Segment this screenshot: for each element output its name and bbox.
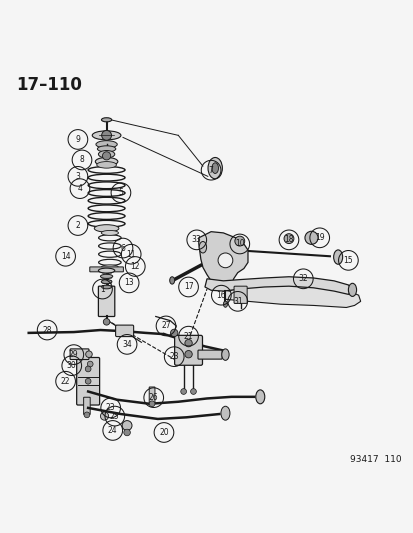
FancyBboxPatch shape bbox=[90, 267, 123, 272]
Text: 2: 2 bbox=[75, 221, 80, 230]
Circle shape bbox=[304, 231, 317, 244]
Ellipse shape bbox=[92, 131, 121, 140]
Circle shape bbox=[149, 401, 154, 407]
Text: 17–110: 17–110 bbox=[17, 76, 82, 94]
Circle shape bbox=[102, 152, 110, 160]
Ellipse shape bbox=[199, 241, 206, 253]
Ellipse shape bbox=[95, 157, 118, 166]
Polygon shape bbox=[204, 277, 351, 294]
Circle shape bbox=[190, 389, 196, 394]
Polygon shape bbox=[198, 232, 247, 291]
Ellipse shape bbox=[169, 277, 174, 284]
Circle shape bbox=[180, 389, 186, 394]
Ellipse shape bbox=[255, 390, 264, 404]
Text: 27: 27 bbox=[161, 321, 171, 330]
Circle shape bbox=[123, 429, 130, 436]
Text: 18: 18 bbox=[284, 236, 293, 244]
Text: 8: 8 bbox=[79, 156, 84, 165]
Ellipse shape bbox=[101, 280, 112, 284]
Circle shape bbox=[102, 131, 111, 140]
FancyBboxPatch shape bbox=[197, 350, 222, 359]
Text: 33: 33 bbox=[191, 236, 201, 244]
Text: 7: 7 bbox=[208, 166, 213, 175]
Ellipse shape bbox=[221, 349, 228, 360]
Circle shape bbox=[218, 253, 232, 268]
Circle shape bbox=[283, 233, 293, 244]
Circle shape bbox=[85, 366, 91, 372]
Ellipse shape bbox=[96, 141, 117, 148]
Text: 22: 22 bbox=[61, 377, 70, 386]
Circle shape bbox=[185, 351, 192, 358]
Text: 14: 14 bbox=[61, 252, 70, 261]
FancyBboxPatch shape bbox=[76, 358, 100, 405]
Circle shape bbox=[85, 378, 91, 384]
Ellipse shape bbox=[223, 301, 227, 308]
Circle shape bbox=[100, 412, 108, 420]
Ellipse shape bbox=[101, 265, 118, 270]
Ellipse shape bbox=[207, 157, 222, 179]
Text: 4: 4 bbox=[77, 184, 82, 193]
Ellipse shape bbox=[221, 406, 229, 420]
Ellipse shape bbox=[98, 150, 114, 158]
Ellipse shape bbox=[98, 268, 114, 273]
Ellipse shape bbox=[94, 225, 119, 232]
Text: 12: 12 bbox=[130, 262, 140, 271]
Ellipse shape bbox=[348, 284, 356, 296]
Circle shape bbox=[87, 361, 93, 367]
Circle shape bbox=[170, 329, 178, 336]
Ellipse shape bbox=[333, 250, 342, 264]
Circle shape bbox=[85, 351, 92, 358]
Polygon shape bbox=[225, 284, 360, 308]
Text: 34: 34 bbox=[122, 340, 132, 349]
FancyBboxPatch shape bbox=[115, 325, 133, 336]
Text: 21: 21 bbox=[183, 332, 193, 341]
Ellipse shape bbox=[100, 274, 112, 278]
Text: 23: 23 bbox=[106, 403, 115, 413]
Text: 9: 9 bbox=[75, 135, 80, 144]
FancyBboxPatch shape bbox=[174, 335, 202, 365]
Text: 6: 6 bbox=[120, 244, 125, 253]
FancyBboxPatch shape bbox=[149, 387, 154, 403]
FancyBboxPatch shape bbox=[83, 397, 90, 415]
Circle shape bbox=[122, 421, 132, 431]
Text: 3: 3 bbox=[75, 172, 80, 181]
Circle shape bbox=[234, 236, 244, 246]
Text: 15: 15 bbox=[343, 256, 352, 265]
Ellipse shape bbox=[101, 230, 118, 236]
Text: 24: 24 bbox=[108, 426, 117, 435]
Text: 10: 10 bbox=[235, 239, 244, 248]
Text: 17: 17 bbox=[183, 282, 193, 292]
Text: 31: 31 bbox=[233, 297, 242, 306]
Ellipse shape bbox=[101, 118, 112, 122]
Text: 32: 32 bbox=[298, 274, 307, 284]
Text: 13: 13 bbox=[124, 278, 134, 287]
Text: 30: 30 bbox=[67, 361, 76, 370]
Text: 11: 11 bbox=[126, 249, 135, 259]
Text: 1: 1 bbox=[100, 285, 104, 294]
Ellipse shape bbox=[211, 163, 218, 173]
Text: 93417  110: 93417 110 bbox=[349, 455, 401, 464]
FancyBboxPatch shape bbox=[70, 349, 89, 360]
Ellipse shape bbox=[97, 146, 116, 152]
Circle shape bbox=[84, 412, 90, 418]
Text: 28: 28 bbox=[42, 326, 52, 335]
Text: 16: 16 bbox=[216, 290, 225, 300]
Text: 26: 26 bbox=[149, 393, 158, 402]
Text: 23: 23 bbox=[169, 352, 178, 361]
Ellipse shape bbox=[102, 285, 111, 289]
Ellipse shape bbox=[97, 161, 116, 168]
Text: 20: 20 bbox=[159, 428, 169, 437]
Circle shape bbox=[103, 319, 109, 325]
Circle shape bbox=[185, 340, 192, 347]
FancyBboxPatch shape bbox=[233, 286, 247, 303]
Text: 19: 19 bbox=[314, 233, 324, 243]
FancyBboxPatch shape bbox=[98, 286, 114, 317]
Text: 5: 5 bbox=[118, 188, 123, 197]
Text: 29: 29 bbox=[69, 350, 78, 359]
Text: 25: 25 bbox=[110, 411, 119, 421]
